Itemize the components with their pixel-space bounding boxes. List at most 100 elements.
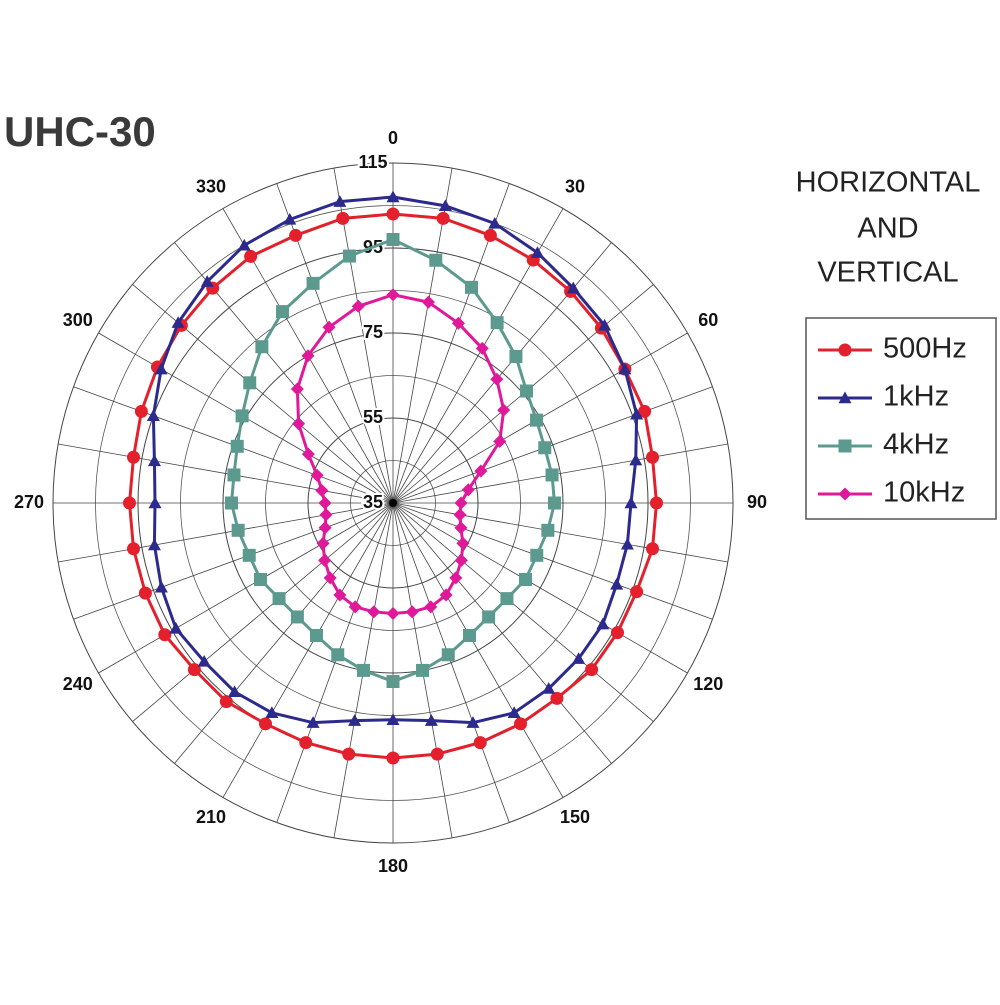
marker: [424, 600, 438, 614]
marker: [171, 316, 185, 328]
marker: [461, 483, 475, 497]
marker: [439, 588, 453, 602]
marker: [318, 553, 332, 567]
marker: [255, 340, 269, 354]
marker: [488, 216, 502, 229]
marker: [519, 573, 533, 586]
angle-label: 0: [388, 128, 398, 148]
marker: [451, 316, 465, 330]
spoke: [58, 443, 394, 504]
marker: [299, 736, 313, 750]
chart-title: UHC-30: [4, 108, 156, 155]
marker: [123, 496, 136, 510]
marker: [500, 592, 514, 606]
marker: [265, 706, 279, 718]
annotation: VERTICAL: [817, 257, 958, 289]
marker: [610, 577, 624, 590]
series-line: [295, 293, 506, 616]
marker: [290, 610, 304, 624]
marker: [356, 663, 370, 677]
marker: [147, 538, 161, 551]
angle-label: 180: [378, 856, 408, 876]
series: [123, 207, 663, 765]
angle-label: 300: [63, 310, 93, 330]
marker: [228, 685, 242, 698]
marker: [386, 288, 400, 302]
marker: [838, 487, 852, 501]
marker: [386, 233, 400, 246]
marker: [454, 521, 468, 535]
marker: [490, 316, 504, 330]
marker: [138, 586, 152, 600]
marker: [243, 376, 257, 390]
angle-label: 60: [698, 310, 718, 330]
marker: [319, 508, 333, 522]
spoke: [392, 242, 612, 504]
marker: [333, 195, 347, 207]
spoke: [222, 502, 394, 798]
marker: [509, 349, 523, 363]
marker: [322, 320, 336, 334]
marker: [473, 736, 487, 750]
marker: [630, 585, 644, 599]
marker: [421, 295, 435, 309]
marker: [148, 496, 162, 509]
marker: [598, 318, 612, 331]
marker: [301, 349, 315, 363]
radial-label: 35: [363, 492, 383, 512]
marker: [650, 496, 663, 510]
marker: [342, 747, 356, 761]
marker: [237, 238, 251, 251]
marker: [482, 610, 496, 624]
marker: [542, 682, 556, 694]
marker: [219, 695, 233, 709]
marker: [323, 571, 337, 585]
marker: [336, 211, 350, 225]
radial-label: 115: [358, 152, 387, 172]
marker: [416, 663, 430, 677]
marker: [456, 536, 470, 550]
marker: [306, 276, 320, 290]
spoke: [392, 443, 728, 504]
marker: [290, 382, 304, 396]
angle-label: 120: [693, 674, 723, 694]
marker: [630, 407, 644, 420]
marker: [310, 629, 323, 643]
radial-label: 55: [363, 407, 383, 427]
marker: [611, 626, 625, 640]
marker: [289, 228, 303, 242]
marker: [348, 714, 362, 726]
marker: [386, 751, 400, 765]
marker: [463, 629, 476, 643]
marker: [386, 713, 400, 725]
spoke: [73, 502, 394, 620]
marker: [147, 454, 161, 467]
marker: [310, 468, 324, 482]
legend-label: 10kHz: [883, 477, 965, 509]
marker: [490, 372, 504, 386]
marker: [386, 607, 400, 620]
series: [225, 233, 561, 688]
marker: [438, 199, 452, 212]
marker: [645, 542, 659, 556]
marker: [127, 450, 141, 464]
marker: [244, 249, 258, 263]
marker: [429, 253, 443, 267]
marker: [838, 391, 852, 404]
marker: [618, 362, 632, 375]
marker: [475, 341, 489, 355]
marker: [386, 190, 400, 203]
marker: [235, 409, 249, 423]
marker: [231, 523, 245, 537]
spoke: [392, 502, 564, 798]
marker: [638, 404, 652, 418]
marker: [367, 605, 381, 619]
marker: [200, 275, 214, 287]
marker: [645, 450, 659, 464]
marker: [624, 496, 638, 509]
marker: [318, 496, 332, 510]
marker: [620, 537, 634, 550]
marker: [436, 211, 450, 225]
marker: [430, 747, 444, 761]
marker: [316, 536, 330, 550]
